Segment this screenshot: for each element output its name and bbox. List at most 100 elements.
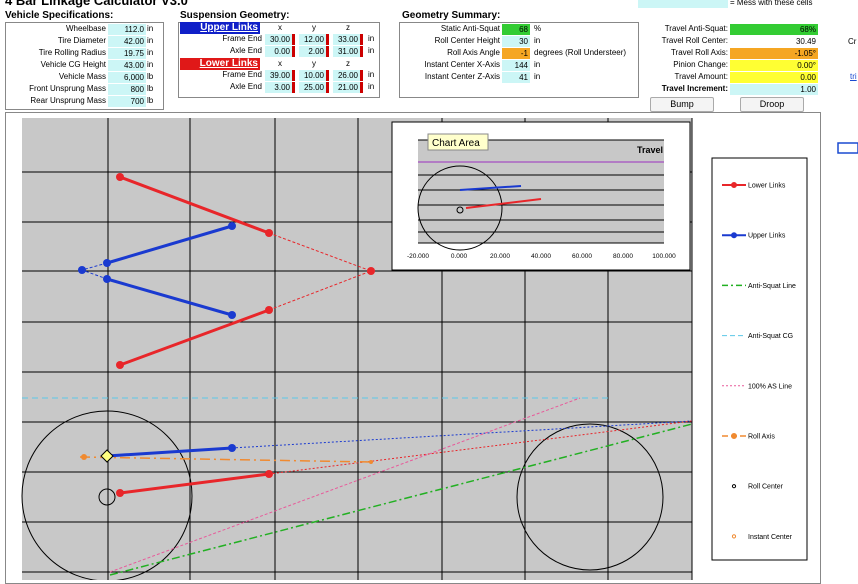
- value: 68: [502, 24, 530, 35]
- value: 800: [108, 84, 146, 95]
- unit: degrees (Roll Understeer): [534, 48, 627, 57]
- value: 41: [502, 72, 530, 83]
- unit: in: [368, 46, 375, 55]
- label: Frame End: [222, 70, 262, 79]
- button[interactable]: Bump: [650, 97, 714, 112]
- value: 0.00: [265, 46, 295, 57]
- label: Vehicle CG Height: [40, 60, 106, 69]
- value: 12.00: [299, 34, 329, 45]
- value: -1: [502, 48, 530, 59]
- label: Roll Axis Angle: [447, 48, 500, 57]
- label: Axle End: [229, 82, 262, 91]
- inset-chart: [391, 121, 691, 271]
- label: Travel Amount:: [674, 72, 728, 81]
- value: 700: [108, 96, 146, 107]
- value: 19.75: [108, 48, 146, 59]
- value: 30.00: [265, 34, 295, 45]
- value: 30: [502, 36, 530, 47]
- link-ends: [78, 173, 375, 497]
- label: Vehicle Mass: [58, 72, 106, 81]
- shape: [837, 142, 858, 154]
- axis-header: y: [312, 23, 316, 32]
- axis-header: y: [312, 59, 316, 68]
- link-header: Upper Links: [180, 22, 260, 34]
- legend-marker: [731, 232, 737, 239]
- legend-box: [711, 157, 808, 561]
- section-title: Suspension Geometry:: [180, 10, 290, 21]
- unit: in: [534, 60, 541, 69]
- x-tick-label: 100.000: [652, 253, 676, 260]
- x-tick-label: 80.000: [613, 253, 633, 260]
- value: -1.05°: [730, 48, 818, 59]
- unit: in: [368, 34, 375, 43]
- axis-header: z: [346, 23, 350, 32]
- label: Frame End: [222, 34, 262, 43]
- title: 4 Bar Linkage Calculator V3.0: [5, 0, 188, 8]
- value: 21.00: [333, 82, 363, 93]
- legend-label: Anti-Squat CG: [748, 333, 793, 340]
- unit: in: [147, 24, 154, 33]
- value: 112.0: [108, 24, 146, 35]
- inset-title: Travel: [637, 145, 663, 155]
- axis-header: x: [278, 23, 282, 32]
- label: Travel Roll Center:: [661, 36, 728, 45]
- label: Wheelbase: [65, 24, 106, 33]
- value: 2.00: [299, 46, 329, 57]
- legend-label: Instant Center: [748, 534, 793, 541]
- button[interactable]: Droop: [740, 97, 804, 112]
- value: 42.00: [108, 36, 146, 47]
- legend-label: Upper Links: [748, 233, 786, 240]
- section-title: Geometry Summary:: [402, 10, 501, 21]
- x-tick-label: 0.000: [451, 253, 468, 260]
- unit: in: [147, 48, 154, 57]
- unit: lb: [147, 84, 154, 93]
- label: Instant Center Z-Axis: [424, 72, 500, 81]
- value: 25.00: [299, 82, 329, 93]
- legend-label: Lower Links: [748, 183, 786, 190]
- label: Tire Diameter: [57, 36, 106, 45]
- unit: in: [368, 82, 375, 91]
- x-tick-label: 60.000: [572, 253, 592, 260]
- legend-marker: [731, 484, 737, 489]
- unit: in: [147, 36, 154, 45]
- side-text: Cr: [848, 37, 857, 46]
- label: Rear Unsprung Mass: [30, 96, 106, 105]
- grid: [22, 118, 693, 580]
- legend-label: Anti-Squat Line: [748, 283, 796, 290]
- value: 26.00: [333, 70, 363, 81]
- legend-marker: [731, 534, 737, 539]
- legend-marker: [731, 182, 737, 188]
- label: Roll Center Height: [434, 36, 500, 45]
- value: 0.00: [730, 72, 818, 83]
- legend-label: 100% AS Line: [748, 383, 792, 390]
- label: Front Unsprung Mass: [29, 84, 106, 93]
- unit: %: [534, 24, 542, 33]
- note: = Mess with these cells: [730, 0, 813, 7]
- unit: in: [147, 60, 154, 69]
- label: Axle End: [229, 46, 262, 55]
- link-header: Lower Links: [180, 58, 260, 70]
- value: 31.00: [333, 46, 363, 57]
- x-tick-label: -20.000: [407, 253, 429, 260]
- value: 6,000: [108, 72, 146, 83]
- section-title: Vehicle Specifications:: [5, 10, 114, 21]
- legend-label: Roll Center: [748, 484, 784, 491]
- label: Travel Roll Axis:: [670, 48, 728, 57]
- x-tick-label: 20.000: [490, 253, 510, 260]
- unit: lb: [147, 96, 154, 105]
- value: 68%: [730, 24, 818, 35]
- value: 30.49: [730, 36, 818, 47]
- side-link: tri: [850, 72, 857, 81]
- label: Tire Rolling Radius: [38, 48, 106, 57]
- axis-header: z: [346, 59, 350, 68]
- axis-header: x: [278, 59, 282, 68]
- unit: lb: [147, 72, 154, 81]
- unit: in: [534, 72, 541, 81]
- linkage-lines: [21, 175, 693, 580]
- unit: in: [534, 36, 541, 45]
- value: 33.00: [333, 34, 363, 45]
- label: Pinion Change:: [673, 60, 728, 69]
- label: Static Anti-Squat: [440, 24, 500, 33]
